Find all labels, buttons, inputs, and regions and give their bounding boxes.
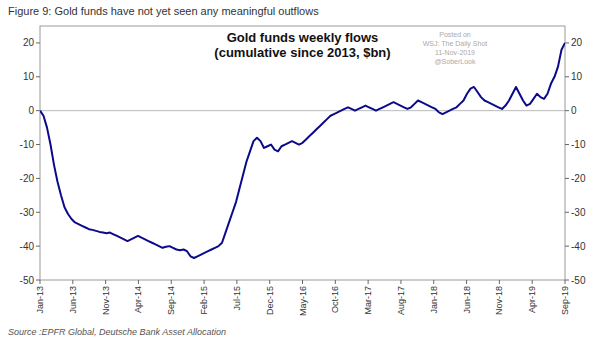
x-tick	[466, 280, 467, 284]
x-tick	[499, 280, 500, 284]
caption: Figure 9: Gold funds have not yet seen a…	[8, 5, 319, 17]
x-tick-label: Jul-15	[232, 286, 242, 311]
x-tick-label: Jun-18	[462, 286, 472, 314]
x-tick-label: Dec-15	[265, 286, 275, 315]
y-tick	[36, 178, 40, 179]
y-tick-label: 20	[23, 37, 35, 48]
y-tick	[36, 42, 40, 43]
x-tick-label: Jan-18	[429, 286, 439, 314]
y-tick-label: -20	[20, 173, 35, 184]
x-tick	[565, 280, 566, 284]
annotation: @SoberLook	[435, 58, 476, 65]
x-tick	[335, 280, 336, 284]
x-tick-label: Mar-17	[363, 286, 373, 315]
x-tick-label: May-16	[298, 286, 308, 316]
x-tick-label: Nov-18	[494, 286, 504, 315]
plot-data	[40, 43, 565, 258]
annotation: 11-Nov-2019	[435, 49, 475, 56]
source: Source :EPFR Global, Deutsche Bank Asset…	[8, 327, 226, 337]
y-tick-label: -50	[20, 275, 35, 286]
y-tick-label: -40	[20, 241, 35, 252]
y-tick-label: 10	[23, 71, 35, 82]
chart: Figure 9: Gold funds have not yet seen a…	[0, 0, 605, 341]
y-tick	[36, 280, 40, 281]
y2-tick-label: -30	[571, 207, 586, 218]
y-tick-label: -10	[20, 139, 35, 150]
y-tick	[36, 110, 40, 111]
x-tick-label: Aug-17	[396, 286, 406, 315]
x-tick	[532, 280, 533, 284]
subtitle: (cumulative since 2013, $bn)	[214, 45, 390, 60]
y-tick	[36, 212, 40, 213]
y2-tick-label: -20	[571, 173, 586, 184]
y2-tick	[565, 144, 569, 145]
x-tick-label: Jun-13	[68, 286, 78, 314]
x-tick-label: Apr-14	[133, 286, 143, 313]
x-tick-label: Jan-13	[35, 286, 45, 314]
y-tick	[36, 144, 40, 145]
x-tick	[72, 280, 73, 284]
y-tick	[36, 246, 40, 247]
y2-tick-label: -40	[571, 241, 586, 252]
x-tick	[302, 280, 303, 284]
y2-tick	[565, 212, 569, 213]
x-tick	[400, 280, 401, 284]
zero-line	[40, 110, 565, 111]
y2-tick-label: 0	[571, 105, 577, 116]
x-tick	[105, 280, 106, 284]
x-tick	[269, 280, 270, 284]
y2-tick	[565, 42, 569, 43]
x-tick	[236, 280, 237, 284]
y2-tick-label: -50	[571, 275, 586, 286]
y-tick	[36, 76, 40, 77]
x-tick-label: Sep-19	[560, 286, 570, 315]
x-tick	[433, 280, 434, 284]
y2-tick	[565, 110, 569, 111]
x-tick-label: Nov-13	[101, 286, 111, 315]
title: Gold funds weekly flows	[227, 30, 379, 45]
data-line	[40, 43, 565, 258]
x-tick	[138, 280, 139, 284]
y2-tick	[565, 246, 569, 247]
x-tick	[171, 280, 172, 284]
y-tick-label: -30	[20, 207, 35, 218]
x-tick	[368, 280, 369, 284]
x-tick-label: Oct-16	[330, 286, 340, 313]
x-tick-label: Sep-14	[166, 286, 176, 315]
y2-tick-label: 20	[571, 37, 583, 48]
y-tick-label: 0	[28, 105, 34, 116]
plot-frame	[40, 26, 565, 280]
annotation: WSJ: The Daily Shot	[423, 40, 488, 48]
y2-tick	[565, 178, 569, 179]
y2-tick-label: -10	[571, 139, 586, 150]
x-tick	[204, 280, 205, 284]
annotation: Posted on	[439, 31, 471, 38]
x-tick-label: Apr-19	[527, 286, 537, 313]
y2-tick-label: 10	[571, 71, 583, 82]
y2-tick	[565, 280, 569, 281]
y2-tick	[565, 76, 569, 77]
x-tick	[40, 280, 41, 284]
x-tick-label: Feb-15	[199, 286, 209, 315]
